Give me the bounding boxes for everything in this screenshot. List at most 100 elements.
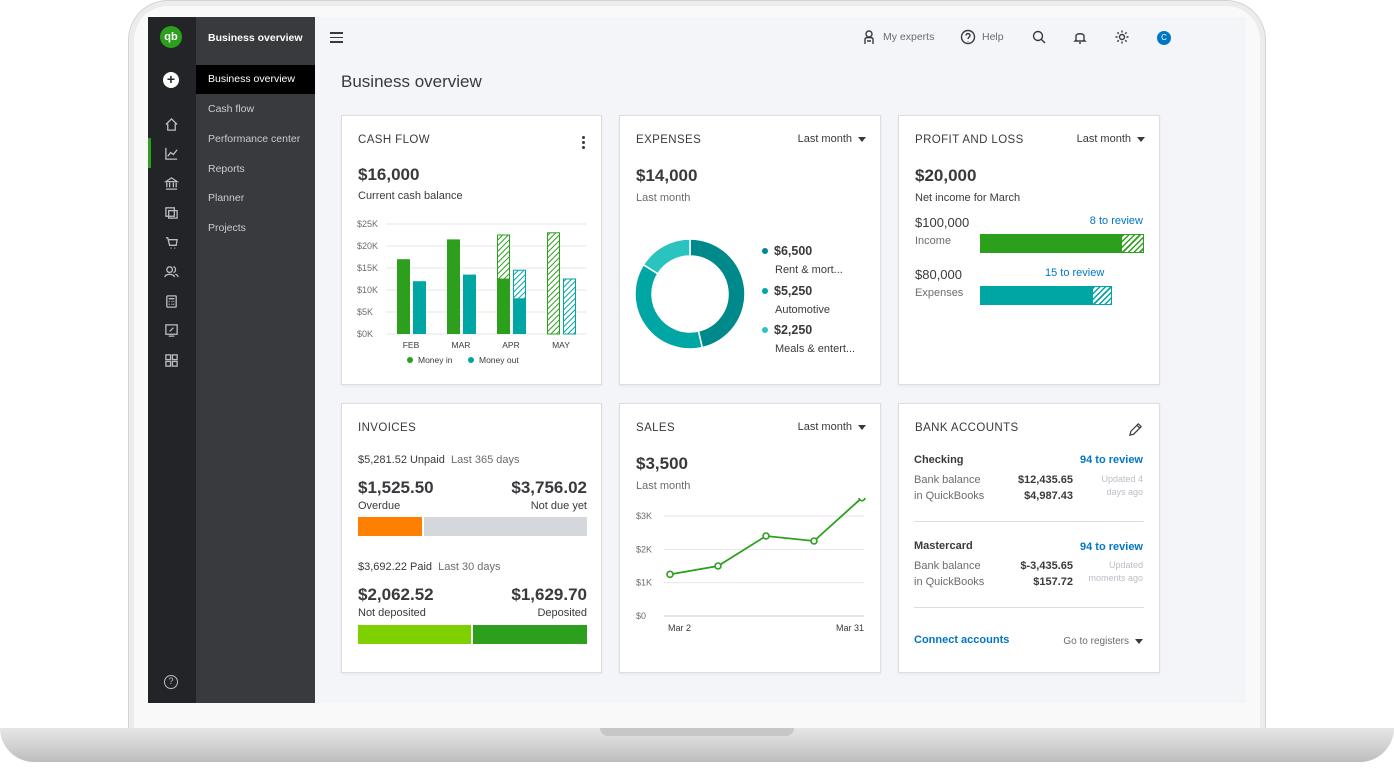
nav-title: Business overview	[208, 32, 303, 44]
checking-updated-2: days ago	[1106, 487, 1143, 497]
pl-expenses-review-link[interactable]: 15 to review	[1045, 267, 1105, 279]
hamburger-menu-icon[interactable]	[330, 32, 343, 43]
pencil-icon[interactable]	[1128, 422, 1143, 437]
sidebar-item-planner[interactable]: Planner	[208, 192, 245, 204]
expense-legend-2: $5,250	[762, 284, 812, 298]
checking-bank-value: $12,435.65	[1017, 474, 1073, 486]
overdue-bar-fill	[358, 517, 425, 536]
gear-icon[interactable]	[1114, 29, 1130, 45]
cart-icon[interactable]	[162, 233, 180, 251]
apps-icon[interactable]	[162, 351, 180, 369]
x-tick-label: APR	[502, 340, 519, 350]
sidebar-nav: Business overview Business overview Cash…	[196, 17, 315, 703]
x-tick-label: MAY	[552, 340, 570, 350]
cash-flow-bar-chart: $0K $5K $10K $15K $20K $25K FEB MAR APR MAY Money …	[357, 219, 586, 365]
chevron-down-icon	[858, 136, 866, 142]
bar-money-out	[463, 274, 476, 334]
bar-projected-money-out	[563, 278, 576, 335]
not-deposited-label: Not deposited	[358, 607, 426, 619]
calculator-icon[interactable]	[162, 292, 180, 310]
sales-point	[810, 537, 818, 545]
sales-point	[714, 562, 722, 570]
profit-loss-period-dropdown[interactable]: Last month	[1077, 133, 1145, 145]
unpaid-bar[interactable]	[358, 517, 587, 536]
unpaid-summary: $5,281.52 Unpaid Last 365 days	[358, 454, 519, 466]
rail-active-indicator	[148, 138, 151, 168]
sidebar-item-reports[interactable]: Reports	[208, 163, 245, 175]
pl-expenses-amount: $80,000	[915, 267, 962, 282]
paid-bar[interactable]	[358, 625, 587, 644]
sidebar-item-business-overview[interactable]: Business overview	[196, 65, 315, 94]
deposited-label: Deposited	[537, 607, 587, 619]
legend-money-out: Money out	[479, 355, 519, 365]
x-tick-label: Mar 31	[836, 623, 864, 633]
go-to-registers-dropdown[interactable]: Go to registers	[1063, 636, 1143, 647]
cash-flow-caption: Current cash balance	[358, 190, 463, 202]
chart-icon[interactable]	[162, 144, 180, 162]
bank-icon[interactable]	[162, 174, 180, 192]
new-button[interactable]: +	[163, 72, 179, 88]
tax-icon[interactable]	[162, 321, 180, 339]
cash-flow-card: CASH FLOW $16,000 Current cash balance $…	[341, 115, 602, 385]
sidebar-item-projects[interactable]: Projects	[208, 222, 246, 234]
y-tick-label: $0	[636, 611, 646, 621]
income-review-link[interactable]: 8 to review	[1089, 215, 1143, 227]
y-tick-label: $2K	[636, 544, 652, 554]
expenses-card: EXPENSES Last month $14,000 Last month $…	[619, 115, 881, 385]
mastercard-qb-value: $157.72	[1033, 576, 1073, 588]
income-amount: $100,000	[915, 215, 970, 230]
checking-name: Checking	[914, 454, 964, 466]
y-tick-label: $15K	[357, 263, 378, 273]
help-circle-icon[interactable]: ?	[164, 675, 178, 689]
checking-review-link[interactable]: 94 to review	[1080, 454, 1143, 466]
bar-projected-money-in	[547, 232, 560, 335]
help-button[interactable]: Help	[960, 29, 1004, 45]
sidebar-item-performance-center[interactable]: Performance center	[208, 133, 301, 145]
sales-point	[666, 570, 674, 579]
expenses-period-dropdown[interactable]: Last month	[798, 133, 866, 145]
sales-period-dropdown[interactable]: Last month	[798, 421, 866, 433]
profit-loss-period-label: Last month	[1076, 133, 1131, 145]
bank-accounts-card: BANK ACCOUNTS Checking 94 to review Bank…	[898, 403, 1160, 673]
expert-icon	[864, 30, 874, 44]
mastercard-review-link[interactable]: 94 to review	[1080, 541, 1143, 553]
home-icon[interactable]	[162, 115, 180, 133]
icon-rail: qb + ?	[148, 17, 196, 703]
mastercard-bank-label: Bank balance	[914, 560, 981, 572]
mastercard-updated-1: Updated	[1108, 560, 1143, 570]
sales-amount: $3,500	[636, 454, 688, 473]
x-tick-label: FEB	[403, 340, 420, 350]
invoices-card: INVOICES $5,281.52 Unpaid Last 365 days …	[341, 403, 602, 673]
connect-accounts-link[interactable]: Connect accounts	[914, 634, 1010, 646]
sidebar-item-cash-flow[interactable]: Cash flow	[208, 103, 255, 115]
pl-expenses-bar[interactable]	[980, 286, 1112, 305]
sales-period-label: Last month	[797, 421, 852, 433]
pl-expenses-bar-pending	[1092, 286, 1112, 305]
avatar[interactable]: C	[1157, 31, 1171, 45]
my-experts-button[interactable]: My experts	[861, 29, 934, 45]
sales-point	[858, 498, 866, 502]
legend-dot-money-out	[468, 357, 474, 363]
help-icon	[960, 29, 976, 45]
receipt-icon[interactable]	[162, 203, 180, 221]
quickbooks-logo-icon[interactable]: qb	[160, 26, 182, 48]
people-icon[interactable]	[162, 262, 180, 280]
income-bar[interactable]	[980, 234, 1144, 253]
chevron-down-icon	[1137, 136, 1145, 142]
mastercard-updated-2: moments ago	[1088, 573, 1143, 583]
search-icon[interactable]	[1031, 29, 1047, 45]
y-tick-label: $20K	[357, 241, 378, 251]
chevron-down-icon	[1135, 639, 1143, 644]
sales-card: SALES Last month $3,500 Last month $0 $1K…	[619, 403, 881, 673]
y-tick-label: $25K	[357, 219, 378, 229]
sales-line-chart: $0 $1K $2K $3K Mar 2 Mar 31	[636, 498, 866, 633]
overdue-label: Overdue	[358, 500, 401, 512]
donut-slice	[634, 263, 704, 350]
my-experts-label: My experts	[883, 31, 935, 43]
bell-icon[interactable]	[1072, 29, 1088, 45]
overdue-amount: $1,525.50	[358, 478, 434, 497]
x-tick-label: Mar 2	[668, 623, 691, 633]
paid-amount: $3,692.22 Paid	[358, 561, 433, 573]
expense-label-2: Automotive	[775, 304, 831, 316]
more-options-icon[interactable]	[582, 136, 585, 151]
